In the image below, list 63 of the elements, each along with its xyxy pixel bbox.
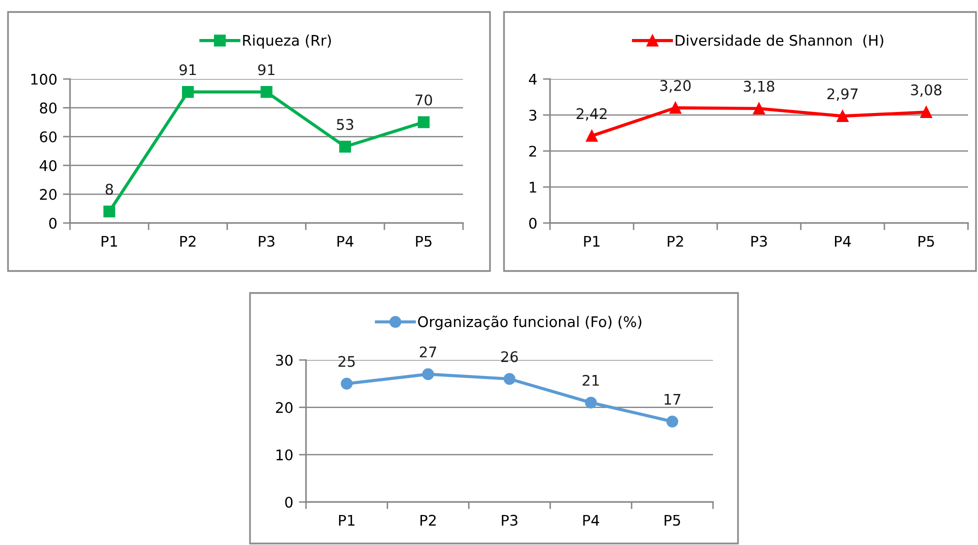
x-tick-label: P3 — [258, 236, 274, 247]
point — [504, 373, 516, 385]
x-tick-label: P3 — [502, 514, 518, 526]
data-label: 2,97 — [827, 88, 858, 101]
y-tick-label: 10 — [276, 449, 293, 460]
data-label: 27 — [420, 346, 436, 358]
data-label: 3,20 — [660, 80, 691, 93]
point — [669, 102, 682, 114]
legend-label: Riqueza (Rr) — [243, 34, 331, 49]
data-label: 26 — [501, 351, 518, 362]
data-label: 8 — [106, 184, 113, 195]
y-tick-label: 3 — [529, 110, 536, 121]
point — [584, 396, 597, 409]
x-tick-label: P4 — [583, 514, 600, 526]
point — [339, 140, 352, 153]
x-tick-label: P5 — [664, 514, 680, 526]
y-tick-label: 20 — [276, 402, 293, 414]
x-tick-label: P1 — [339, 514, 354, 526]
x-tick-label: P5 — [416, 236, 432, 247]
y-tick-label: 60 — [40, 131, 57, 142]
point — [586, 130, 598, 142]
data-label: 91 — [258, 64, 274, 76]
x-tick-label: P2 — [668, 236, 683, 247]
data-label: 70 — [416, 94, 432, 106]
data-label: 91 — [180, 64, 196, 76]
y-tick-label: 0 — [285, 496, 293, 508]
x-tick-label: P5 — [918, 236, 934, 247]
y-tick-label: 2 — [529, 146, 536, 157]
y-tick-label: 4 — [528, 74, 537, 85]
data-label: 3,18 — [744, 80, 774, 94]
data-label: 25 — [338, 356, 355, 367]
x-tick-label: P4 — [337, 236, 354, 247]
y-tick-label: 100 — [31, 74, 57, 85]
y-tick-label: 0 — [529, 218, 537, 229]
point — [836, 110, 849, 122]
point — [260, 86, 272, 98]
x-tick-label: P1 — [102, 236, 117, 247]
x-tick-label: P1 — [584, 236, 600, 247]
legend-label: Organização funcional (Fo) (%) — [418, 316, 642, 330]
point — [666, 416, 678, 428]
y-tick-label: 80 — [40, 102, 57, 114]
x-tick-label: P2 — [180, 236, 196, 247]
point — [920, 106, 932, 118]
point — [103, 206, 116, 218]
x-tick-label: P2 — [420, 514, 436, 526]
y-tick-label: 0 — [49, 218, 57, 229]
point — [182, 86, 194, 98]
y-tick-label: 1 — [530, 182, 536, 193]
x-tick-label: P3 — [751, 236, 767, 247]
data-label: 17 — [664, 394, 680, 405]
point — [422, 368, 434, 380]
data-label: 53 — [336, 118, 354, 130]
y-tick-label: 40 — [40, 160, 57, 172]
point — [753, 102, 765, 114]
data-label: 21 — [582, 374, 599, 386]
y-tick-label: 30 — [276, 354, 293, 366]
data-label: 2,42 — [576, 108, 607, 121]
y-tick-label: 20 — [40, 188, 57, 200]
data-label: 3,08 — [911, 84, 942, 97]
point — [418, 116, 430, 128]
point — [340, 378, 353, 390]
x-tick-label: P4 — [834, 236, 851, 247]
legend-label: Diversidade de Shannon (H) — [676, 34, 884, 48]
